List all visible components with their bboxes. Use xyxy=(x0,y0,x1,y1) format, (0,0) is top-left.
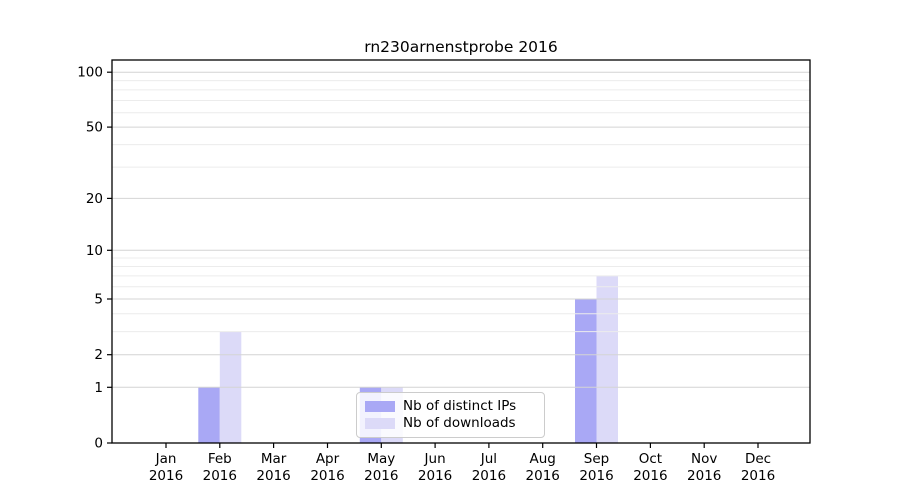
y-tick-label-10: 10 xyxy=(86,243,103,259)
x-tick-label-year: 2016 xyxy=(579,468,613,484)
x-tick-label-year: 2016 xyxy=(149,468,183,484)
x-tick-label-month: Oct xyxy=(639,451,662,467)
y-tick-label-50: 50 xyxy=(86,120,103,136)
x-tick-label-year: 2016 xyxy=(310,468,344,484)
y-tick-label-1: 1 xyxy=(94,380,103,396)
legend-swatch-downloads xyxy=(365,418,395,430)
y-tick-label-5: 5 xyxy=(94,292,103,308)
legend-label-downloads: Nb of downloads xyxy=(403,414,516,431)
x-tick-label-year: 2016 xyxy=(256,468,290,484)
x-tick-label-year: 2016 xyxy=(364,468,398,484)
legend-swatch-distinct-ips xyxy=(365,400,395,412)
legend-item-downloads: Nb of downloads xyxy=(365,414,536,431)
x-tick-label-month: Feb xyxy=(208,451,232,467)
x-tick-label-month: Apr xyxy=(316,451,340,467)
tick-marks-layer xyxy=(107,71,759,448)
axes-frame-layer xyxy=(111,59,811,444)
legend-item-distinct-ips: Nb of distinct IPs xyxy=(365,397,536,414)
x-tick-label-year: 2016 xyxy=(687,468,721,484)
x-tick-label-month: Nov xyxy=(691,451,717,467)
x-tick-label-month: Mar xyxy=(261,451,287,467)
x-tick-label-month: Jan xyxy=(155,451,177,467)
tick-labels-layer: 0125102050100Jan2016Feb2016Mar2016Apr201… xyxy=(77,65,775,484)
x-tick-label-year: 2016 xyxy=(472,468,506,484)
bar-sep-ips xyxy=(575,299,597,443)
x-tick-label-month: May xyxy=(367,451,395,467)
x-tick-label-year: 2016 xyxy=(203,468,237,484)
y-tick-label-20: 20 xyxy=(86,191,103,207)
bar-sep-downloads xyxy=(596,275,618,443)
x-tick-label-month: Aug xyxy=(530,451,556,467)
y-tick-label-100: 100 xyxy=(77,65,103,81)
y-tick-label-0: 0 xyxy=(94,436,103,452)
x-tick-label-month: Jun xyxy=(424,451,446,467)
x-tick-label-year: 2016 xyxy=(741,468,775,484)
y-tick-label-2: 2 xyxy=(94,347,103,363)
x-tick-label-month: Dec xyxy=(745,451,771,467)
x-tick-label-year: 2016 xyxy=(418,468,452,484)
x-tick-label-year: 2016 xyxy=(526,468,560,484)
bar-feb-ips xyxy=(198,387,220,443)
x-tick-label-month: Jul xyxy=(480,451,497,467)
x-tick-label-year: 2016 xyxy=(633,468,667,484)
x-tick-label-month: Sep xyxy=(584,451,609,467)
legend: Nb of distinct IPs Nb of downloads xyxy=(356,392,545,438)
chart-title: rn230arnenstprobe 2016 xyxy=(364,38,558,56)
legend-label-distinct-ips: Nb of distinct IPs xyxy=(403,397,517,414)
gridlines-layer xyxy=(112,71,810,388)
